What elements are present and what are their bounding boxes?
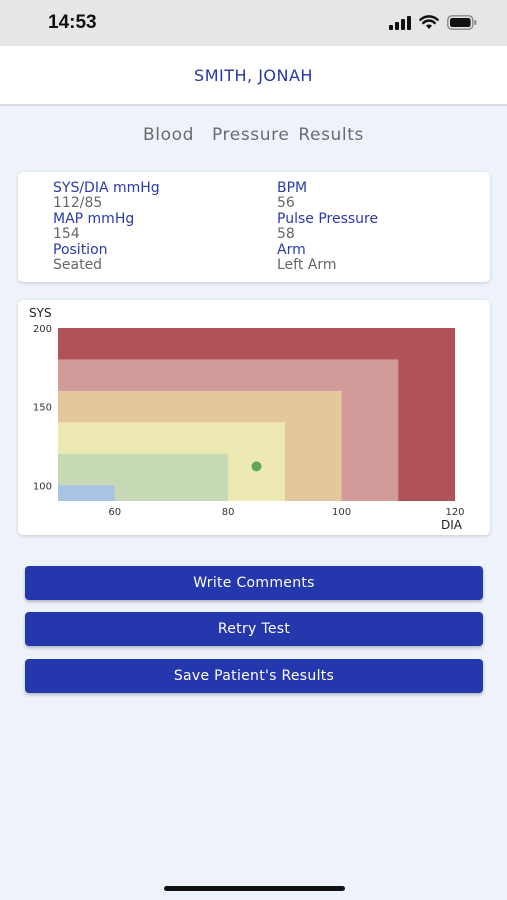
sys-dia-field: SYS/DIA mmHg 112/85	[53, 180, 277, 211]
pulse-pressure-value: 58	[277, 226, 295, 242]
home-indicator	[164, 886, 345, 891]
chart-points	[251, 461, 262, 472]
chart-zones	[58, 328, 455, 501]
write-comments-button[interactable]: Write Comments	[25, 566, 483, 600]
status-icons	[389, 15, 477, 30]
arm-label: Arm	[277, 242, 306, 258]
status-time: 14:53	[48, 12, 97, 33]
arm-value: Left Arm	[277, 257, 337, 273]
x-tick-label: 100	[332, 507, 351, 518]
cellular-signal-icon	[389, 15, 411, 30]
status-bar: 14:53	[0, 0, 507, 46]
chart-ticks: 60 80 100 120 100 150 200	[33, 324, 465, 518]
bp-chart: 60 80 100 120 100 150 200 SYS DIA	[29, 306, 465, 532]
bpm-field: BPM 56	[277, 180, 473, 211]
x-tick-label: 80	[222, 507, 235, 518]
bpm-label: BPM	[277, 180, 308, 196]
map-label: MAP mmHg	[53, 211, 135, 227]
position-value: Seated	[53, 257, 103, 273]
y-axis-label: SYS	[29, 306, 52, 320]
map-field: MAP mmHg 154	[53, 211, 277, 242]
x-tick-label: 120	[445, 507, 464, 518]
retry-test-button[interactable]: Retry Test	[25, 612, 483, 646]
results-card: SYS/DIA mmHg 112/85 BPM 56 MAP mmHg 154 …	[18, 172, 490, 282]
battery-icon	[447, 15, 477, 30]
y-tick-label: 150	[33, 403, 52, 414]
chart-zone-6	[58, 485, 115, 501]
position-label: Position	[53, 242, 108, 258]
bp-chart-card: 60 80 100 120 100 150 200 SYS DIA	[18, 300, 490, 535]
map-value: 154	[53, 226, 80, 242]
page-title: Blood Pressure Results	[143, 125, 364, 145]
save-results-button[interactable]: Save Patient's Results	[25, 659, 483, 693]
x-tick-label: 60	[108, 507, 121, 518]
y-tick-label: 200	[33, 324, 52, 335]
pulse-pressure-field: Pulse Pressure 58	[277, 211, 473, 242]
y-tick-label: 100	[33, 481, 52, 492]
sys-dia-label: SYS/DIA mmHg	[53, 180, 160, 196]
pulse-pressure-label: Pulse Pressure	[277, 211, 379, 227]
bpm-value: 56	[277, 195, 295, 211]
reading-point	[251, 461, 262, 472]
patient-name: SMITH, JONAH	[194, 65, 313, 85]
wifi-icon	[419, 15, 439, 29]
position-field: Position Seated	[53, 242, 277, 273]
x-axis-label: DIA	[441, 518, 463, 532]
patient-header: SMITH, JONAH	[0, 46, 507, 106]
arm-field: Arm Left Arm	[277, 242, 473, 273]
results-grid: SYS/DIA mmHg 112/85 BPM 56 MAP mmHg 154 …	[53, 180, 473, 273]
sys-dia-value: 112/85	[53, 195, 103, 211]
